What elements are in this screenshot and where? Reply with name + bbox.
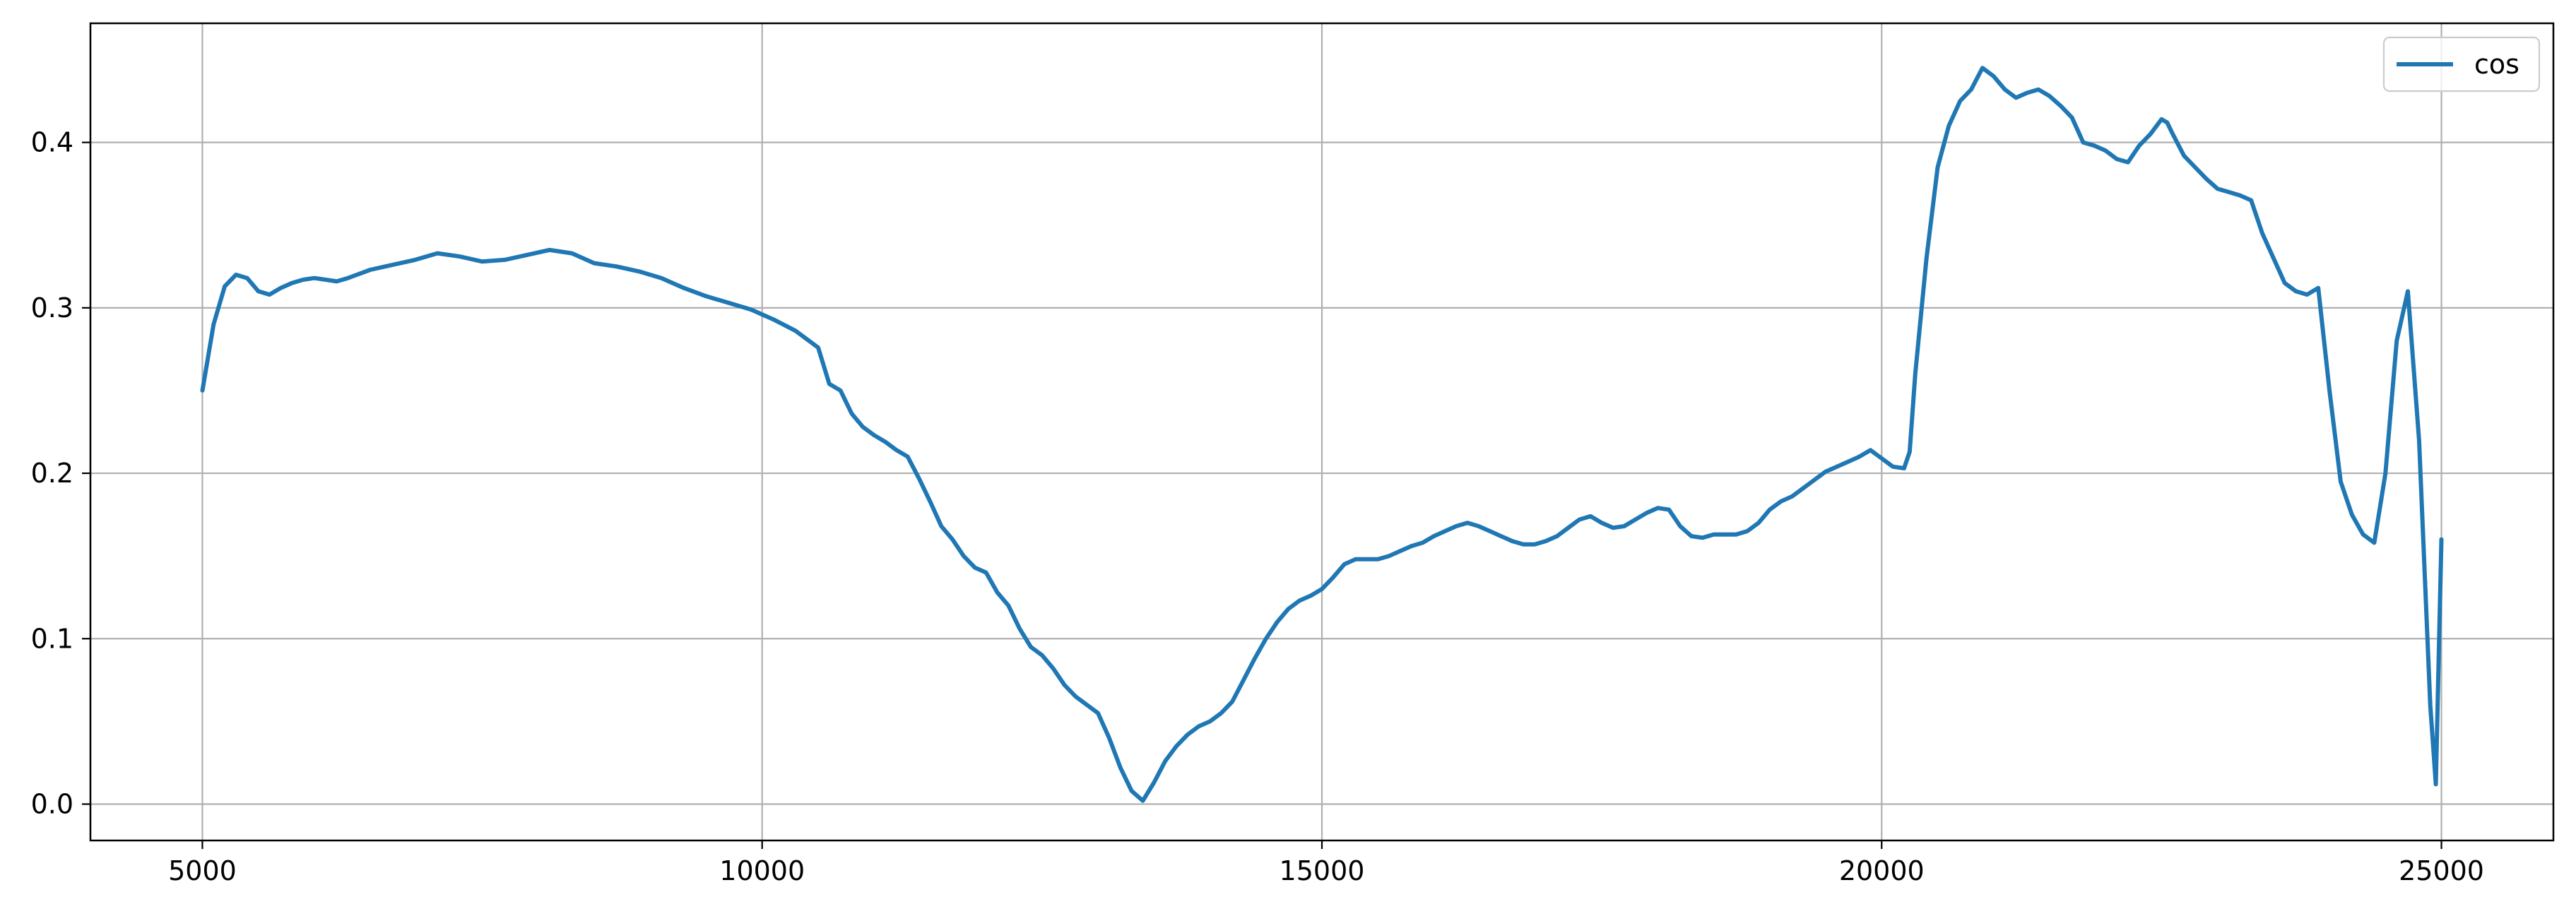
- y-tick-label: 0.0: [31, 788, 73, 819]
- x-tick-label: 15000: [1280, 855, 1365, 886]
- legend-box: [2382, 36, 2541, 93]
- x-axis: 5000 10000 15000 20000 25000: [168, 840, 2484, 886]
- y-tick-label: 0.4: [31, 127, 73, 158]
- x-tick-label: 20000: [1839, 855, 1925, 886]
- y-tick-label: 0.2: [31, 458, 73, 489]
- legend-label: cos: [2474, 49, 2519, 80]
- y-axis: 0.0 0.1 0.2 0.3 0.4: [31, 127, 90, 819]
- y-tick-label: 0.1: [31, 623, 73, 654]
- x-tick-label: 10000: [719, 855, 805, 886]
- legend: cos: [2382, 36, 2541, 93]
- series-line-cos: [200, 66, 2444, 803]
- y-tick-label: 0.3: [31, 292, 73, 323]
- series-lines: [200, 66, 2444, 803]
- x-tick-label: 5000: [168, 855, 237, 886]
- x-tick-label: 25000: [2399, 855, 2484, 886]
